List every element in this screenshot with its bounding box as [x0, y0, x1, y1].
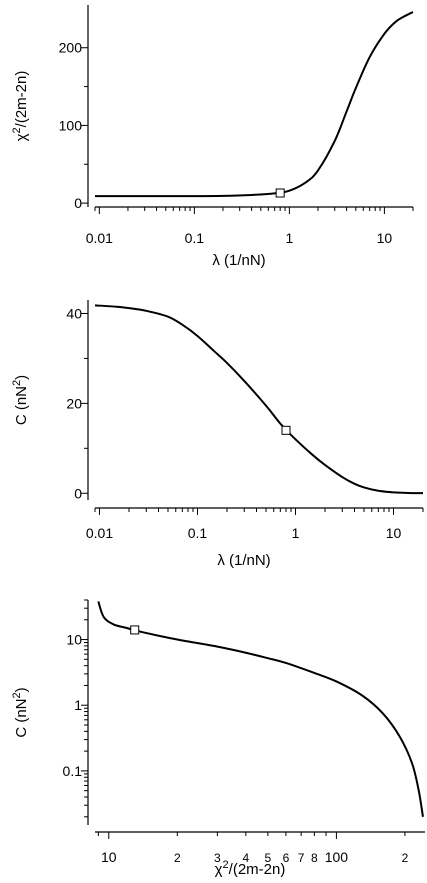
y-tick-label: 0: [74, 485, 82, 501]
series-line: [97, 601, 424, 817]
x-tick-label: 1: [292, 525, 300, 541]
x-tick-label: 4: [242, 851, 249, 865]
x-tick-label: 0.01: [86, 230, 113, 246]
x-tick-label: 1: [285, 230, 293, 246]
chart-panel-3: 10 2 3 4 5 6 7 8 100 2 0.1 1 10 χ2/(2m-2n) C (nN2): [11, 599, 425, 878]
data-point-marker: [130, 625, 140, 635]
x-tick-label: 0.1: [188, 525, 208, 541]
x-axis-label: χ2/(2m-2n): [215, 859, 286, 878]
y-tick-label: 1: [74, 697, 82, 713]
x-tick-label: 7: [298, 851, 305, 865]
x-tick-label: 2: [402, 851, 409, 865]
y-axis-label: χ2/(2m-2n): [11, 71, 30, 142]
x-tick-label: 5: [265, 851, 272, 865]
series-line: [95, 11, 414, 198]
x-tick-label: 2: [174, 851, 181, 865]
x-axis-label: λ (1/nN): [212, 252, 265, 269]
y-tick-label: 0.1: [63, 763, 83, 779]
x-tick-label: 0.1: [185, 230, 205, 246]
y-tick-label: 0: [74, 195, 82, 211]
y-axis-label: C (nN2): [11, 687, 30, 737]
y-axis-label: C (nN2): [11, 375, 30, 425]
y-tick-label: 100: [59, 117, 83, 133]
x-tick-label: 6: [283, 851, 290, 865]
y-tick-label: 40: [66, 305, 82, 321]
x-axis-label: λ (1/nN): [217, 552, 270, 569]
x-tick-label: 0.01: [86, 525, 113, 541]
y-tick-label: 10: [66, 632, 82, 648]
data-point-marker: [281, 425, 291, 435]
x-tick-label: 100: [325, 849, 349, 865]
y-tick-label: 200: [59, 40, 83, 56]
x-tick-label: 10: [101, 849, 117, 865]
x-tick-label: 3: [214, 851, 221, 865]
x-tick-label: 10: [386, 525, 402, 541]
series-line: [94, 304, 424, 495]
x-tick-label: 8: [311, 851, 318, 865]
x-tick-label: 10: [377, 230, 393, 246]
y-tick-label: 20: [66, 395, 82, 411]
data-point-marker: [275, 188, 285, 198]
chart-panel-2: 0.01 0.1 1 10 0 20 40 λ (1/nN) C (nN2): [11, 300, 424, 569]
